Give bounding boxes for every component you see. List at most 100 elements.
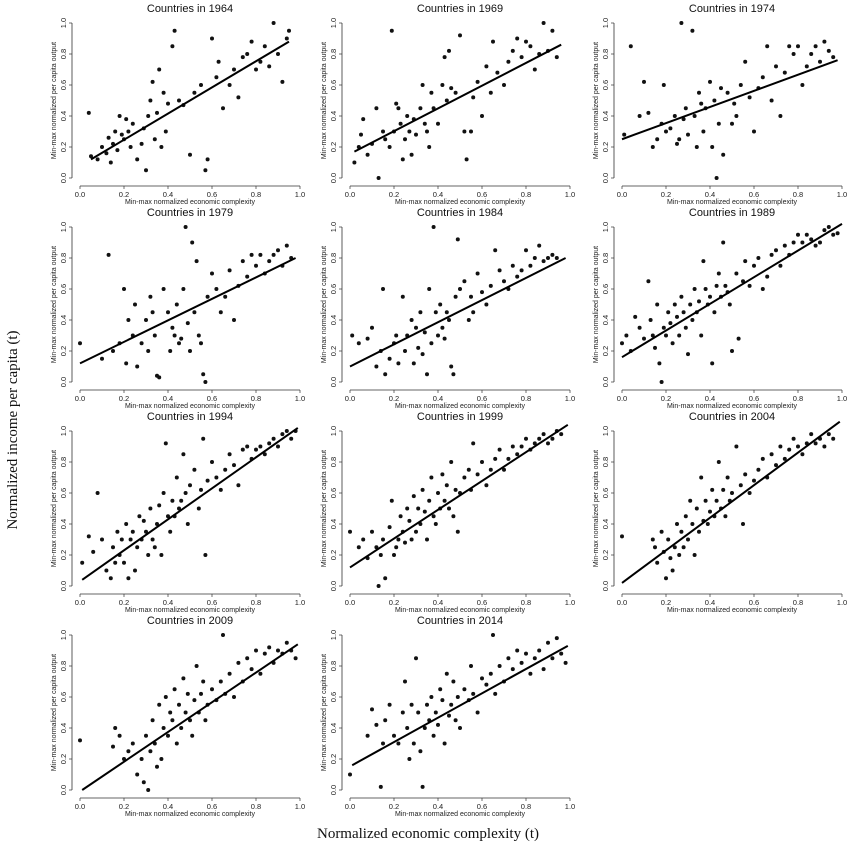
data-point: [115, 529, 120, 534]
data-point: [245, 444, 250, 449]
data-point: [356, 545, 361, 550]
data-point: [262, 44, 267, 49]
data-point: [159, 553, 164, 557]
data-point: [484, 682, 489, 687]
data-point: [150, 537, 155, 542]
data-point: [348, 772, 352, 777]
data-point: [111, 349, 115, 353]
data-point: [453, 294, 458, 299]
data-point: [822, 228, 827, 233]
scatter-panel: Countries in 1999 0.0 0.2 0.4 0.6 0.8 1.0 0.0 0.…: [321, 411, 575, 614]
data-point: [405, 114, 410, 118]
y-tick-label: 0.0: [601, 173, 610, 183]
data-point: [688, 498, 693, 503]
data-point: [466, 467, 471, 472]
data-point: [506, 656, 511, 661]
data-point: [679, 529, 684, 534]
data-point: [166, 310, 170, 315]
data-point: [440, 325, 445, 330]
data-point: [447, 318, 451, 322]
y-tick-label: 0.2: [601, 550, 610, 560]
data-point: [425, 372, 429, 377]
y-tick-label: 0.6: [59, 692, 68, 702]
x-tick-label: 0.4: [163, 802, 173, 811]
y-tick-label: 0.6: [59, 80, 68, 90]
data-point: [414, 325, 418, 330]
data-point: [126, 576, 131, 581]
data-point: [106, 252, 111, 257]
data-point: [826, 225, 831, 229]
data-point: [431, 225, 436, 229]
data-point: [170, 325, 175, 330]
data-point: [130, 121, 135, 126]
data-point: [177, 702, 181, 707]
data-point: [444, 310, 449, 315]
data-point: [449, 702, 454, 707]
data-point: [392, 733, 396, 738]
data-point: [716, 271, 721, 276]
data-point: [436, 121, 440, 126]
data-point: [232, 695, 236, 699]
y-axis-label: Min-max normalized per capita output: [321, 450, 328, 567]
data-point: [679, 21, 684, 25]
x-axis-label: Min-max normalized economic complexity: [395, 811, 525, 818]
data-point: [809, 237, 814, 242]
data-point: [734, 444, 739, 449]
data-point: [411, 361, 416, 366]
data-point: [484, 483, 489, 488]
data-point: [774, 248, 778, 253]
data-point: [122, 560, 126, 565]
data-point: [236, 483, 241, 488]
data-point: [148, 98, 153, 103]
data-point: [451, 679, 456, 684]
data-point: [124, 117, 129, 122]
x-tick-label: 1.0: [837, 190, 847, 199]
data-point: [721, 487, 726, 492]
data-point: [227, 452, 232, 457]
data-point: [675, 522, 679, 526]
data-point: [440, 472, 445, 477]
x-tick-label: 0.4: [433, 802, 443, 811]
y-tick-label: 0.4: [329, 723, 338, 733]
x-tick-label: 0.4: [433, 394, 443, 403]
data-point: [670, 341, 675, 346]
data-point: [475, 79, 480, 84]
data-point: [196, 333, 201, 338]
data-point: [480, 290, 484, 295]
data-point: [469, 294, 473, 299]
data-point: [442, 741, 447, 746]
data-point: [655, 137, 660, 142]
data-point: [374, 722, 379, 727]
data-point: [677, 553, 682, 557]
data-point: [436, 722, 440, 727]
data-point: [554, 55, 559, 60]
data-point: [835, 231, 840, 236]
data-point: [135, 364, 140, 369]
data-point: [471, 441, 476, 446]
data-point: [414, 656, 418, 661]
data-point: [378, 553, 383, 557]
data-point: [787, 447, 792, 452]
y-tick-label: 0.8: [329, 457, 338, 467]
data-point: [694, 506, 699, 511]
y-tick-label: 0.6: [601, 488, 610, 498]
y-tick-label: 0.4: [59, 111, 68, 121]
data-point: [769, 452, 774, 457]
data-point: [697, 529, 701, 534]
data-point: [752, 263, 756, 268]
data-point: [157, 67, 162, 72]
data-point: [796, 232, 800, 237]
y-axis-label: Min-max normalized per capita output: [321, 42, 328, 159]
scatter-panel: Countries in 1994 0.0 0.2 0.4 0.6 0.8 1.0 0.0 0.…: [51, 411, 305, 614]
data-point: [725, 475, 730, 480]
data-point: [453, 718, 458, 723]
data-point: [831, 232, 836, 237]
data-point: [394, 333, 399, 338]
x-tick-label: 0.2: [119, 802, 129, 811]
data-point: [199, 691, 203, 696]
data-point: [497, 268, 502, 273]
data-point: [455, 237, 460, 242]
data-point: [383, 576, 388, 581]
data-point: [370, 707, 374, 712]
data-point: [293, 656, 298, 661]
